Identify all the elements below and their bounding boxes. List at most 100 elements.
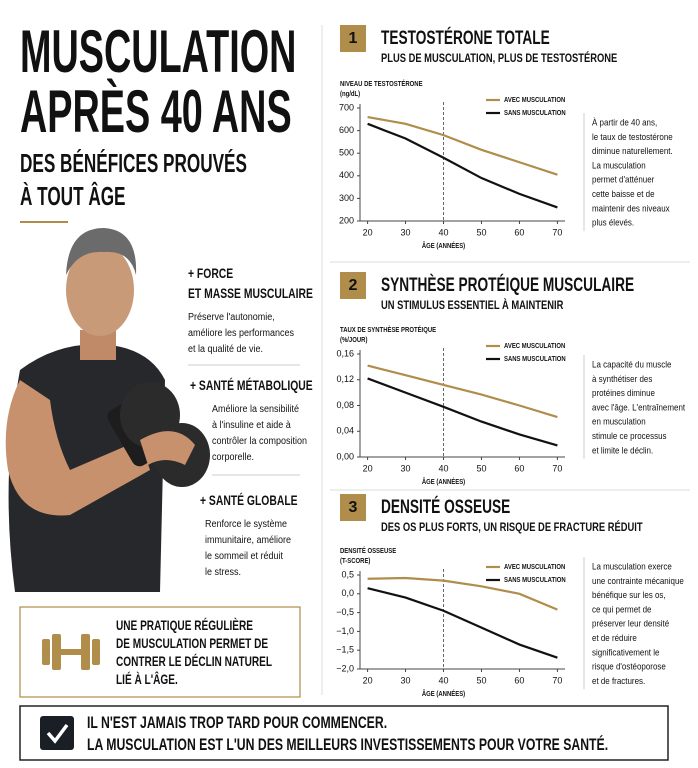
benefit-text: et la qualité de vie. bbox=[188, 344, 263, 355]
x-tick-label: 70 bbox=[552, 227, 562, 237]
callout-box bbox=[19, 606, 301, 698]
main-title: MUSCULATION bbox=[20, 18, 296, 85]
benefit-text: immunitaire, améliore bbox=[205, 535, 291, 546]
benefit-title: + FORCE bbox=[188, 265, 233, 281]
banner-line: IL N'EST JAMAIS TROP TARD POUR COMMENCER… bbox=[87, 713, 387, 732]
x-tick-label: 40 bbox=[439, 227, 449, 237]
callout-text: UNE PRATIQUE RÉGULIÈRE bbox=[116, 617, 253, 633]
chart-note: une contrainte mécanique bbox=[592, 576, 684, 587]
y-axis-label: (ng/dL) bbox=[340, 91, 360, 98]
y-tick-label: 500 bbox=[339, 148, 354, 158]
legend-label: SANS MUSCULATION bbox=[504, 577, 566, 584]
chart-note: La musculation exerce bbox=[592, 562, 672, 573]
x-tick-label: 70 bbox=[552, 675, 562, 685]
benefit-text: améliore les performances bbox=[188, 328, 294, 339]
badge bbox=[340, 272, 366, 299]
badge bbox=[340, 494, 366, 521]
callout-text: LIÉ À L'ÂGE. bbox=[116, 670, 178, 687]
chart-note: et de fractures. bbox=[592, 676, 645, 687]
legend-label: AVEC MUSCULATION bbox=[504, 564, 565, 571]
y-tick-label: −1,0 bbox=[336, 626, 354, 636]
chart-note: le taux de testostérone bbox=[592, 132, 673, 143]
series-line bbox=[367, 122, 558, 209]
y-tick-label: 700 bbox=[339, 102, 354, 112]
y-axis-label: NIVEAU DE TESTOSTÉRONE bbox=[340, 79, 423, 88]
chart-note: La capacité du muscle bbox=[592, 360, 671, 371]
x-tick-label: 20 bbox=[363, 675, 373, 685]
benefit-text: le stress. bbox=[205, 567, 241, 578]
x-tick-label: 30 bbox=[401, 463, 411, 473]
y-tick-label: −2,0 bbox=[336, 663, 354, 673]
y-axis-label: (T-SCORE) bbox=[340, 558, 370, 565]
check-icon bbox=[40, 716, 74, 750]
chart-note: stimule ce processus bbox=[592, 431, 667, 442]
x-tick-label: 70 bbox=[552, 463, 562, 473]
benefit-text: le sommeil et réduit bbox=[205, 551, 283, 562]
subtitle: À TOUT ÂGE bbox=[20, 181, 126, 211]
benefit-title: + SANTÉ MÉTABOLIQUE bbox=[190, 377, 313, 393]
x-tick-label: 60 bbox=[514, 227, 524, 237]
chart-note: et limite le déclin. bbox=[592, 445, 653, 456]
chart-note: diminue naturellement. bbox=[592, 146, 673, 157]
y-tick-label: 400 bbox=[339, 170, 354, 180]
benefit-text: corporelle. bbox=[212, 452, 254, 463]
chart-note: préserver leur densité bbox=[592, 619, 669, 630]
chart-note: et de réduire bbox=[592, 633, 637, 644]
x-tick-label: 20 bbox=[363, 227, 373, 237]
y-tick-label: 0,16 bbox=[336, 348, 354, 358]
series-line bbox=[367, 377, 558, 447]
y-tick-label: 200 bbox=[339, 215, 354, 225]
x-tick-label: 30 bbox=[401, 675, 411, 685]
chart-note: bénéfique sur les os, bbox=[592, 590, 666, 601]
y-tick-label: −1,5 bbox=[336, 645, 354, 655]
y-tick-label: 0,08 bbox=[336, 400, 354, 410]
banner-box bbox=[19, 705, 669, 761]
chart-note: en musculation bbox=[592, 417, 646, 428]
chart-subtitle: PLUS DE MUSCULATION, PLUS DE TESTOSTÉRON… bbox=[381, 50, 617, 65]
chart-note: avec l'âge. L'entraînement bbox=[592, 402, 685, 413]
x-tick-label: 50 bbox=[476, 675, 486, 685]
badge-number: 2 bbox=[349, 277, 358, 294]
y-axis-label: DENSITÉ OSSEUSE bbox=[340, 546, 396, 555]
chart-note: cette baisse et de bbox=[592, 189, 655, 200]
y-tick-label: 0,0 bbox=[341, 588, 354, 598]
benefit-text: à l'insuline et aide à bbox=[212, 420, 291, 431]
chart-note: significativement le bbox=[592, 647, 659, 658]
chart-note: plus élevés. bbox=[592, 218, 634, 229]
y-tick-label: 300 bbox=[339, 193, 354, 203]
series-line bbox=[367, 587, 558, 659]
series-line bbox=[367, 115, 558, 176]
legend-label: SANS MUSCULATION bbox=[504, 110, 566, 117]
man-illustration bbox=[5, 228, 210, 592]
x-tick-label: 20 bbox=[363, 463, 373, 473]
chart-note: à synthétiser des bbox=[592, 374, 653, 385]
chart-note: La musculation bbox=[592, 160, 646, 171]
series-line bbox=[367, 364, 558, 419]
y-tick-label: 0,5 bbox=[341, 569, 354, 579]
chart-title: TESTOSTÉRONE TOTALE bbox=[381, 27, 550, 49]
dumbbell-icon bbox=[42, 634, 100, 670]
chart-subtitle: DES OS PLUS FORTS, UN RISQUE DE FRACTURE… bbox=[381, 519, 643, 534]
badge-number: 1 bbox=[349, 30, 358, 47]
legend-label: SANS MUSCULATION bbox=[504, 356, 566, 363]
series-line bbox=[367, 576, 558, 611]
callout-text: CONTRER LE DÉCLIN NATUREL bbox=[116, 653, 272, 669]
chart-note: ce qui permet de bbox=[592, 604, 651, 615]
chart-subtitle: UN STIMULUS ESSENTIEL À MAINTENIR bbox=[381, 297, 564, 312]
subtitle: DES BÉNÉFICES PROUVÉS bbox=[20, 148, 247, 178]
x-tick-label: 60 bbox=[514, 463, 524, 473]
badge bbox=[340, 25, 366, 52]
chart-note: protéines diminue bbox=[592, 388, 655, 399]
x-tick-label: 50 bbox=[476, 463, 486, 473]
y-tick-label: 600 bbox=[339, 125, 354, 135]
chart-title: SYNTHÈSE PROTÉIQUE MUSCULAIRE bbox=[381, 274, 634, 296]
x-tick-label: 40 bbox=[439, 675, 449, 685]
x-tick-label: 60 bbox=[514, 675, 524, 685]
y-tick-label: 0,00 bbox=[336, 451, 354, 461]
chart-note: risque d'ostéoporose bbox=[592, 662, 666, 673]
badge-number: 3 bbox=[349, 499, 358, 516]
main-title: APRÈS 40 ANS bbox=[20, 78, 292, 145]
chart-note: À partir de 40 ans, bbox=[592, 118, 657, 129]
